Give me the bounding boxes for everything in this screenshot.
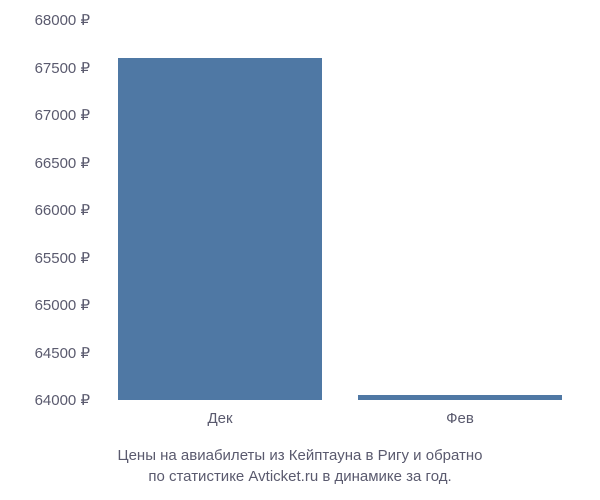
y-tick-label: 66500 ₽ xyxy=(35,154,90,172)
caption-line-2: по статистике Avticket.ru в динамике за … xyxy=(10,466,590,487)
y-tick-label: 66000 ₽ xyxy=(35,201,90,219)
y-tick-label: 65500 ₽ xyxy=(35,249,90,267)
y-tick-label: 67000 ₽ xyxy=(35,106,90,124)
price-chart: 64000 ₽ 64500 ₽ 65000 ₽ 65500 ₽ 66000 ₽ 66500… xyxy=(10,10,590,490)
y-tick-label: 68000 ₽ xyxy=(35,11,90,29)
y-tick-label: 64000 ₽ xyxy=(35,391,90,409)
y-axis: 64000 ₽64500 ₽65000 ₽65500 ₽66000 ₽66500… xyxy=(10,20,95,400)
y-tick-label: 65000 ₽ xyxy=(35,296,90,314)
x-tick-label: Фев xyxy=(446,410,474,427)
y-tick-label: 64500 ₽ xyxy=(35,344,90,362)
x-axis: Дек Фев xyxy=(100,405,580,435)
y-tick-label: 67500 ₽ xyxy=(35,59,90,77)
x-tick-label: Дек xyxy=(207,410,232,427)
caption-line-1: Цены на авиабилеты из Кейптауна в Ригу и… xyxy=(10,445,590,466)
bar xyxy=(118,58,322,400)
chart-caption: Цены на авиабилеты из Кейптауна в Ригу и… xyxy=(10,445,590,487)
plot-area xyxy=(100,20,580,400)
bar xyxy=(358,395,562,400)
